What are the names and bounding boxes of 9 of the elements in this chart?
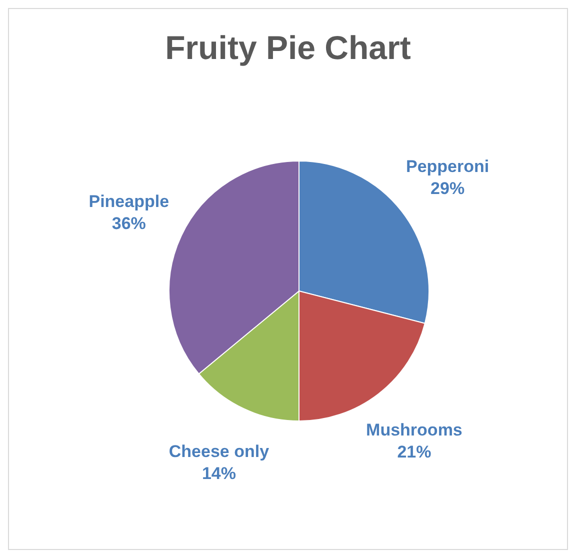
slice-label: Pineapple [88,192,170,211]
data-label: 36% [112,214,146,233]
chart-title: Fruity Pie Chart [164,29,412,67]
slice-label: Cheese only [168,442,270,462]
data-label: 14% [202,464,236,484]
slice-label: Pepperoni [406,156,490,176]
data-label: 29% [430,178,465,198]
data-label: 21% [397,442,432,462]
slice-label: Mushrooms [366,420,462,440]
